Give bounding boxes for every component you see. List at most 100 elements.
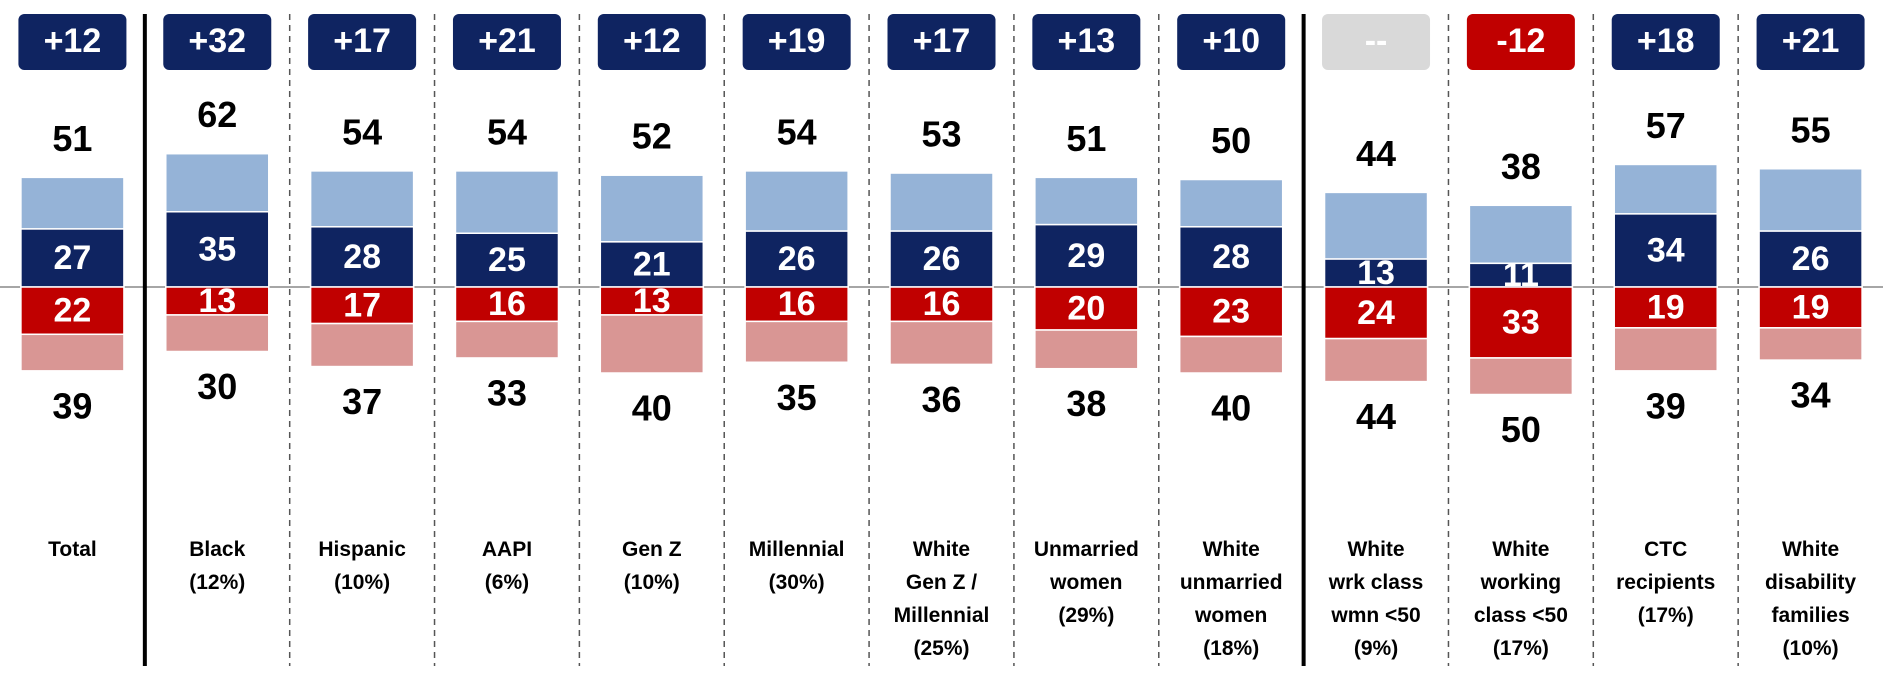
approve-bar: [744, 170, 849, 232]
approve-bar: [1178, 178, 1284, 228]
net-label: +17: [913, 22, 971, 60]
category-line: (10%): [334, 571, 390, 594]
category-line: disability: [1765, 571, 1856, 594]
strong-approve-label: 21: [633, 245, 671, 283]
strong-approve-bar: [1613, 213, 1718, 288]
net-label: +32: [188, 22, 246, 60]
strong-disapprove-label: 19: [1647, 288, 1685, 326]
category-line: White: [913, 538, 970, 561]
approve-bar: [309, 170, 415, 228]
disapprove-bar: [1758, 327, 1863, 361]
net-label: --: [1365, 22, 1388, 60]
category-line: Millennial: [894, 604, 990, 627]
disapprove-total-label: 38: [1066, 383, 1106, 424]
approve-total-label: 54: [342, 111, 382, 152]
category-line: (25%): [913, 637, 969, 660]
disapprove-bar: [165, 314, 270, 353]
strong-approve-label: 13: [1357, 254, 1395, 292]
disapprove-total-label: 37: [342, 381, 382, 422]
disapprove-bar: [599, 314, 705, 374]
disapprove-bar: [20, 333, 125, 372]
category-label: Black (12%): [189, 538, 245, 594]
category-label: White wrk class wmn <50 (9%): [1328, 538, 1424, 660]
disapprove-total-label: 36: [921, 379, 961, 420]
strong-approve-label: 28: [1212, 238, 1250, 276]
approve-bar: [454, 170, 560, 234]
approve-total-label: 54: [777, 111, 817, 152]
strong-approve-label: 25: [488, 241, 526, 279]
net-label: +21: [478, 22, 536, 60]
strong-disapprove-label: 17: [343, 286, 381, 324]
approve-total-label: 53: [921, 114, 961, 155]
category-line: women: [1049, 571, 1122, 594]
strong-disapprove-label: 13: [633, 282, 671, 320]
strong-approve-bar: [599, 241, 705, 288]
disapprove-bar: [1468, 357, 1574, 396]
net-box: [1466, 14, 1575, 70]
category-label: CTC recipients (17%): [1616, 538, 1715, 627]
category-line: (18%): [1203, 637, 1259, 660]
approve-total-label: 54: [487, 111, 527, 152]
disapprove-total-label: 44: [1356, 396, 1396, 437]
strong-approve-bar: [165, 211, 270, 288]
net-label: +12: [44, 22, 102, 60]
category-line: wrk class: [1328, 571, 1424, 594]
disapprove-bar: [1323, 337, 1429, 383]
net-label: +21: [1782, 22, 1840, 60]
category-label: Gen Z (10%): [622, 538, 682, 594]
category-label: Unmarried women (29%): [1034, 538, 1139, 627]
approve-total-label: 50: [1211, 120, 1251, 161]
net-label: +12: [623, 22, 681, 60]
approve-total-label: 52: [632, 116, 672, 157]
strong-disapprove-bar: [1613, 286, 1718, 329]
disapprove-total-label: 30: [197, 366, 237, 407]
strong-disapprove-label: 16: [488, 285, 526, 323]
net-box: [18, 14, 127, 70]
category-line: Black: [189, 538, 245, 561]
category-line: women: [1194, 604, 1267, 627]
category-line: Gen Z /: [906, 571, 977, 594]
strong-disapprove-bar: [889, 286, 994, 323]
strong-approve-label: 27: [54, 239, 92, 277]
net-box: [1032, 14, 1141, 70]
category-line: White: [1347, 538, 1404, 561]
approve-bar: [20, 176, 125, 230]
category-line: (9%): [1354, 637, 1398, 660]
strong-disapprove-bar: [309, 286, 415, 325]
category-label: White Gen Z / Millennial (25%): [894, 538, 990, 660]
approve-bar: [1034, 176, 1139, 226]
category-label: White disability families (10%): [1765, 538, 1856, 660]
strong-disapprove-label: 23: [1212, 293, 1250, 331]
category-line: wmn <50: [1330, 604, 1420, 627]
strong-approve-label: 26: [1792, 240, 1830, 278]
net-box: [1611, 14, 1720, 70]
strong-approve-label: 26: [923, 240, 961, 278]
strong-disapprove-label: 33: [1502, 303, 1540, 341]
category-label: AAPI (6%): [482, 538, 532, 594]
disapprove-bar: [454, 320, 560, 359]
approve-bar: [599, 174, 705, 243]
approve-bar: [1758, 168, 1863, 232]
approve-bar: [889, 172, 994, 232]
approve-total-label: 51: [52, 118, 92, 159]
category-line: (29%): [1058, 604, 1114, 627]
approve-total-label: 55: [1791, 109, 1831, 150]
net-box: [887, 14, 996, 70]
strong-disapprove-bar: [1468, 286, 1574, 359]
category-line: class <50: [1474, 604, 1568, 627]
category-line: Hispanic: [318, 538, 406, 561]
approve-total-label: 51: [1066, 118, 1106, 159]
strong-disapprove-bar: [599, 286, 705, 316]
net-label: +13: [1058, 22, 1116, 60]
disapprove-total-label: 39: [52, 385, 92, 426]
category-label: White working class <50 (17%): [1474, 538, 1568, 660]
strong-approve-label: 35: [198, 230, 236, 268]
disapprove-total-label: 34: [1791, 375, 1831, 416]
category-line: AAPI: [482, 538, 532, 561]
disapprove-bar: [309, 322, 415, 368]
disapprove-total-label: 39: [1646, 385, 1686, 426]
net-label: +17: [333, 22, 391, 60]
strong-disapprove-label: 19: [1792, 288, 1830, 326]
category-line: White: [1203, 538, 1260, 561]
disapprove-total-label: 50: [1501, 409, 1541, 450]
